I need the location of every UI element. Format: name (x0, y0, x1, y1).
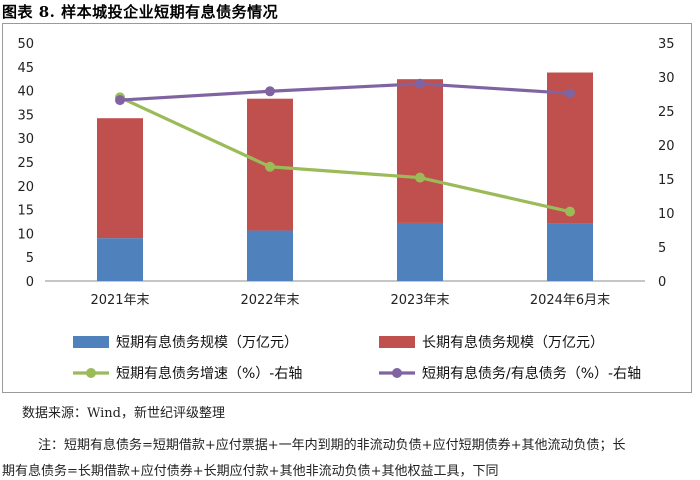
line-short-ratio (119, 82, 571, 102)
y-left-tick-label: 0 (26, 275, 34, 290)
legend-label: 短期有息债务增速（%）-右轴 (116, 365, 302, 382)
figure-title: 图表 8. 样本城投企业短期有息债务情况 (2, 3, 279, 21)
y-left-tick-label: 5 (26, 251, 34, 266)
point-short-ratio (265, 86, 275, 97)
footnote-line-2: 期有息债务=长期借款+应付债券+长期应付款+其他非流动负债+其他权益工具，下同 (2, 464, 499, 479)
y-left-tick-label: 10 (17, 227, 34, 242)
x-tick-label: 2022年末 (240, 293, 299, 308)
y-left-tick-label: 35 (17, 108, 34, 123)
line-growth-rate (119, 95, 571, 214)
y-left-tick-label: 40 (17, 85, 34, 100)
y-left-tick-label: 50 (17, 37, 34, 52)
y-right-tick-label: 15 (658, 173, 675, 188)
legend-label: 短期有息债务/有息债务（%）-右轴 (422, 365, 641, 382)
point-short-ratio (565, 88, 575, 99)
y-right-tick-label: 35 (658, 37, 675, 52)
point-growth-rate (415, 172, 425, 183)
legend-marker (86, 368, 96, 378)
y-left-tick-label: 20 (17, 180, 34, 195)
bar-short-debt (97, 238, 143, 281)
legend-label: 短期有息债务规模（万亿元） (116, 334, 298, 351)
bar-short-debt (547, 223, 593, 281)
y-left-tick-label: 25 (17, 156, 34, 171)
y-right-tick-label: 10 (658, 207, 675, 222)
data-source: 数据来源：Wind，新世纪评级整理 (22, 406, 225, 421)
y-right-tick-label: 0 (658, 275, 666, 290)
y-left-tick-label: 15 (17, 204, 34, 219)
point-short-ratio (115, 95, 125, 106)
legend-swatch (73, 336, 109, 348)
y-left-tick-label: 45 (17, 61, 34, 76)
legend-label: 长期有息债务规模（万亿元） (422, 334, 604, 351)
chart-container: 0 5 10 15 20 25 30 35 40 45 50 0 5 10 15 20 25 30 35 2021年末… (2, 23, 692, 393)
y-right-tick-label: 5 (658, 241, 666, 256)
bar-long-debt (97, 118, 143, 239)
footnote-line-1: 注：短期有息债务=短期借款+应付票据+一年内到期的非流动负债+应付短期债券+其他… (38, 438, 626, 453)
legend-swatch (379, 336, 415, 348)
y-right-tick-label: 20 (658, 139, 675, 154)
point-growth-rate (265, 161, 275, 172)
bar-short-debt (247, 230, 293, 281)
x-tick-label: 2021年末 (90, 293, 149, 308)
bar-long-debt (397, 79, 443, 223)
y-right-tick-label: 30 (658, 71, 675, 86)
y-left-tick-label: 30 (17, 132, 34, 147)
point-growth-rate (565, 206, 575, 217)
combo-chart: 0 5 10 15 20 25 30 35 40 45 50 0 5 10 15 20 25 30 35 2021年末… (17, 37, 675, 382)
legend-marker (392, 368, 402, 378)
y-right-tick-label: 25 (658, 105, 675, 120)
bar-short-debt (397, 222, 443, 281)
x-tick-label: 2023年末 (390, 293, 449, 308)
x-tick-label: 2024年6月末 (530, 293, 610, 308)
point-short-ratio (415, 78, 425, 89)
